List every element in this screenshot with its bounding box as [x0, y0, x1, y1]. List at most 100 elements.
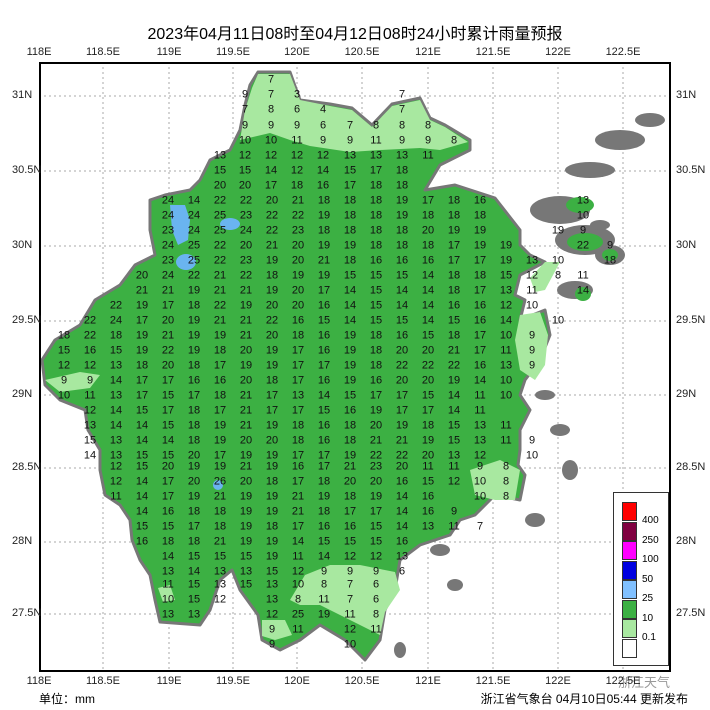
rainfall-value: 14 [317, 389, 331, 402]
rainfall-value: 7 [241, 103, 249, 116]
x-tick-top: 122.5E [605, 46, 641, 58]
rainfall-value: 12 [369, 550, 383, 563]
rainfall-value: 16 [317, 344, 331, 357]
rainfall-value: 22 [395, 359, 409, 372]
rainfall-value: 20 [213, 179, 227, 192]
rainfall-value: 20 [187, 449, 201, 462]
rainfall-value: 17 [291, 404, 305, 417]
rainfall-value: 16 [317, 329, 331, 342]
rainfall-value: 21 [239, 284, 253, 297]
rainfall-value: 16 [447, 299, 461, 312]
rainfall-value: 16 [473, 194, 487, 207]
rainfall-value: 13 [109, 434, 123, 447]
rainfall-value: 12 [83, 404, 97, 417]
rainfall-value: 12 [57, 359, 71, 372]
rainfall-value: 24 [161, 209, 175, 222]
rainfall-value: 16 [291, 460, 305, 473]
y-tick-left: 31N [12, 89, 33, 101]
rainfall-value: 17 [213, 449, 227, 462]
rainfall-value: 12 [473, 449, 487, 462]
rainfall-value: 18 [369, 194, 383, 207]
rainfall-value: 17 [473, 284, 487, 297]
rainfall-value: 13 [213, 578, 227, 591]
rainfall-value: 18 [343, 209, 357, 222]
rainfall-value: 18 [369, 359, 383, 372]
rainfall-value: 17 [291, 449, 305, 462]
rainfall-value: 19 [213, 434, 227, 447]
rainfall-value: 19 [265, 359, 279, 372]
rainfall-value: 18 [213, 344, 227, 357]
rainfall-value: 12 [290, 164, 304, 177]
rainfall-value: 21 [317, 254, 331, 267]
rainfall-value: 9 [241, 88, 249, 101]
rainfall-value: 18 [369, 224, 383, 237]
province-land [40, 70, 552, 662]
rainfall-value: 16 [421, 490, 435, 503]
rainfall-value: 18 [57, 329, 71, 342]
light-rain-south [290, 565, 400, 635]
heavy-rain-areas [170, 205, 240, 490]
rainfall-value: 7 [346, 578, 354, 591]
rainfall-value: 16 [161, 505, 175, 518]
rainfall-value: 20 [238, 179, 252, 192]
rainfall-value: 21 [343, 460, 357, 473]
rainfall-value: 12 [109, 475, 123, 488]
rainfall-value: 18 [603, 254, 617, 267]
legend-swatch [622, 619, 637, 638]
rainfall-value: 17 [264, 179, 278, 192]
rainfall-value: 18 [317, 194, 331, 207]
rainfall-value: 13 [447, 449, 461, 462]
rainfall-value: 20 [395, 344, 409, 357]
rainfall-value: 18 [290, 179, 304, 192]
rainfall-value: 17 [265, 389, 279, 402]
rainfall-value: 19 [447, 224, 461, 237]
rainfall-value: 19 [213, 419, 227, 432]
rainfall-value: 15 [343, 269, 357, 282]
rainfall-value: 19 [317, 209, 331, 222]
rainfall-value: 19 [447, 374, 461, 387]
rainfall-value: 19 [239, 359, 253, 372]
rainfall-value: 19 [551, 224, 565, 237]
rainfall-value: 9 [606, 239, 614, 252]
rainfall-value: 17 [421, 194, 435, 207]
rainfall-value: 19 [317, 490, 331, 503]
rainfall-value: 15 [317, 535, 331, 548]
rainfall-value: 17 [161, 475, 175, 488]
rainfall-value: 18 [187, 535, 201, 548]
rainfall-value: 15 [109, 344, 123, 357]
rainfall-value: 16 [343, 520, 357, 533]
rainfall-value: 18 [265, 475, 279, 488]
rainfall-value: 13 [109, 389, 123, 402]
rainfall-value: 23 [369, 460, 383, 473]
rainfall-value: 13 [499, 359, 513, 372]
rainfall-value: 20 [265, 329, 279, 342]
rainfall-value: 16 [395, 329, 409, 342]
rainfall-value: 18 [369, 209, 383, 222]
rainfall-value: 15 [135, 520, 149, 533]
y-tick-right: 30N [676, 239, 697, 251]
rainfall-value: 20 [239, 374, 253, 387]
rainfall-value: 20 [291, 254, 305, 267]
rainfall-value: 15 [187, 550, 201, 563]
rainfall-value: 13 [161, 565, 175, 578]
rainfall-value: 10 [551, 314, 565, 327]
rainfall-value: 21 [161, 329, 175, 342]
rainfall-value: 19 [343, 449, 357, 462]
rainfall-value: 15 [265, 565, 279, 578]
rainfall-value: 18 [421, 209, 435, 222]
rainfall-value: 17 [291, 520, 305, 533]
rainfall-value: 18 [447, 284, 461, 297]
rainfall-value: 26 [213, 475, 227, 488]
rainfall-value: 11 [370, 623, 382, 636]
rainfall-value: 17 [421, 404, 435, 417]
rainfall-value: 19 [187, 284, 201, 297]
x-tick-bottom: 120E [284, 675, 310, 687]
rainfall-value: 15 [395, 269, 409, 282]
rainfall-value: 19 [395, 209, 409, 222]
rainfall-value: 16 [317, 434, 331, 447]
rainfall-value: 20 [343, 475, 357, 488]
rainfall-value: 19 [473, 224, 487, 237]
rainfall-value: 18 [343, 224, 357, 237]
rainfall-value: 19 [343, 329, 357, 342]
rainfall-value: 12 [447, 475, 461, 488]
